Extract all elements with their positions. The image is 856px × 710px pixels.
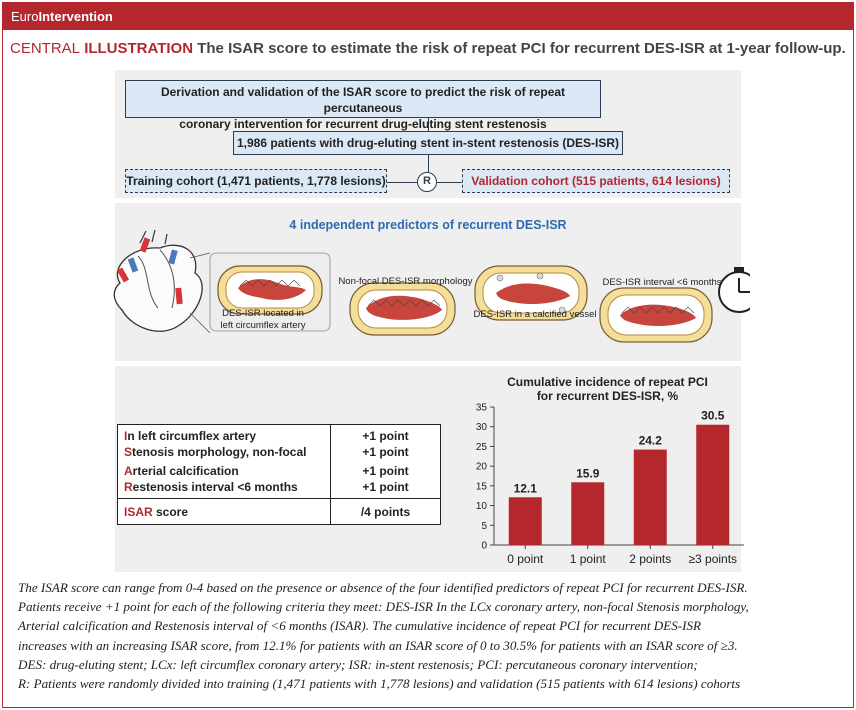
- x-tick-label: ≥3 points: [688, 552, 737, 566]
- bar: [508, 497, 542, 545]
- points-cell: +1 point: [330, 424, 441, 443]
- vessel-interval-icon: [599, 287, 713, 343]
- y-tick-label: 15: [476, 481, 488, 492]
- flow-title-line2: coronary intervention for recurrent drug…: [179, 117, 547, 131]
- criterion-cell: Restenosis interval <6 months: [117, 480, 331, 499]
- validation-cohort-box: Validation cohort (515 patients, 614 les…: [462, 169, 730, 193]
- patients-box: 1,986 patients with drug-eluting stent i…: [233, 131, 623, 155]
- connector-r-validation: [437, 182, 462, 183]
- bar-value-label: 24.2: [639, 434, 663, 448]
- footnote-line: increases with an increasing ISAR score,…: [18, 637, 738, 653]
- headline: CENTRAL ILLUSTRATION The ISAR score to e…: [10, 40, 846, 57]
- caption-interval: DES-ISR interval <6 months: [602, 277, 722, 288]
- total-label-red: ISAR: [124, 504, 153, 519]
- randomization-circle: R: [417, 172, 437, 192]
- caption-lcx: DES-ISR located in left circumflex arter…: [208, 308, 318, 332]
- caption-lcx-line2: left circumflex artery: [220, 320, 306, 331]
- x-tick-label: 1 point: [570, 552, 607, 566]
- footnote-line: DES: drug-eluting stent; LCx: left circu…: [18, 656, 698, 672]
- y-tick-label: 30: [476, 422, 488, 433]
- y-tick-label: 35: [476, 403, 488, 414]
- caption-lcx-line1: DES-ISR located in: [222, 308, 304, 319]
- incidence-bar-chart: 0 5 10 15 20 25 30 35 12.1 0 point 15.9 1 point 24.2…: [476, 403, 744, 566]
- vessel-nonfocal-icon: [349, 282, 456, 336]
- caption-nonfocal: Non-focal DES-ISR morphology: [338, 276, 473, 287]
- headline-label-illustration: ILLUSTRATION: [84, 40, 194, 57]
- headline-label-central: CENTRAL: [10, 40, 81, 57]
- criterion-initial: R: [124, 480, 133, 494]
- heart-illustration-icon: [113, 229, 203, 332]
- criterion-initial: I: [124, 429, 128, 443]
- footnote: The ISAR score can range from 0-4 based …: [18, 578, 840, 693]
- vessel-lcx-icon: [209, 252, 331, 332]
- x-tick-label: 2 points: [629, 552, 671, 566]
- connector-title-patients: [428, 118, 429, 131]
- bar-value-label: 12.1: [514, 481, 538, 495]
- flow-title-box: Derivation and validation of the ISAR sc…: [125, 80, 601, 131]
- caption-calcified: DES-ISR in a calcified vessel: [473, 309, 597, 320]
- bar-value-label: 30.5: [701, 409, 725, 423]
- total-label-cell: ISAR score: [117, 498, 331, 525]
- score-row: Arterial calcification +1 point: [117, 461, 441, 480]
- y-tick-label: 0: [481, 541, 487, 552]
- bar-value-label: 15.9: [576, 466, 600, 480]
- total-points-cell: /4 points: [330, 498, 441, 525]
- flow-title-line1: Derivation and validation of the ISAR sc…: [160, 85, 566, 115]
- footnote-line: The ISAR score can range from 0-4 based …: [18, 580, 748, 595]
- footnote-line: Patients receive +1 point for each of th…: [18, 599, 749, 615]
- y-tick-label: 25: [476, 442, 488, 453]
- criterion-initial: A: [124, 463, 133, 478]
- vessel-calcified-icon: [474, 265, 588, 321]
- score-row: Restenosis interval <6 months +1 point: [117, 480, 441, 499]
- criterion-text: tenosis morphology, non-focal: [132, 445, 307, 460]
- footnote-line: Arterial calcification and Restenosis in…: [18, 618, 702, 634]
- journal-prefix: Euro: [11, 9, 39, 24]
- points-cell: +1 point: [330, 480, 441, 499]
- bar: [633, 449, 667, 545]
- chart-title-line1: Cumulative incidence of repeat PCI: [507, 375, 708, 389]
- y-tick-label: 5: [481, 521, 487, 532]
- chart-title: Cumulative incidence of repeat PCI for r…: [470, 375, 745, 403]
- score-row: Stenosis morphology, non-focal +1 point: [117, 443, 441, 462]
- score-total-row: ISAR score /4 points: [117, 498, 441, 525]
- bar: [696, 424, 730, 545]
- chart-title-line2: for recurrent DES-ISR, %: [536, 389, 679, 403]
- criterion-cell: Stenosis morphology, non-focal: [117, 443, 331, 462]
- bar: [571, 482, 605, 545]
- footnote-line: R: Patients were randomly divided into t…: [18, 676, 741, 692]
- x-tick-label: 0 point: [507, 552, 544, 566]
- clock-icon: [718, 267, 750, 313]
- points-cell: +1 point: [330, 461, 441, 480]
- score-row: In left circumflex artery +1 point: [117, 424, 441, 443]
- y-tick-label: 10: [476, 501, 488, 512]
- headline-text: The ISAR score to estimate the risk of r…: [197, 40, 846, 57]
- criterion-text: rterial calcification: [132, 463, 239, 478]
- connector-r-training: [387, 182, 417, 183]
- criterion-cell: Arterial calcification: [117, 461, 331, 480]
- criterion-text: n left circumflex artery: [127, 429, 257, 443]
- total-label-text: score: [152, 504, 189, 519]
- connector-patients-r: [428, 155, 429, 172]
- y-tick-label: 20: [476, 462, 488, 473]
- training-cohort-box: Training cohort (1,471 patients, 1,778 l…: [125, 169, 387, 193]
- predictors-artwork: [113, 229, 750, 343]
- points-cell: +1 point: [330, 443, 441, 462]
- journal-suffix: Intervention: [38, 9, 113, 24]
- predictors-title: 4 independent predictors of recurrent DE…: [289, 218, 567, 232]
- criterion-cell: In left circumflex artery: [117, 424, 331, 443]
- criterion-text: estenosis interval <6 months: [132, 480, 298, 494]
- journal-bar: EuroIntervention: [3, 3, 853, 30]
- isar-score-table: In left circumflex artery +1 point Steno…: [117, 424, 441, 525]
- criterion-initial: S: [124, 445, 133, 460]
